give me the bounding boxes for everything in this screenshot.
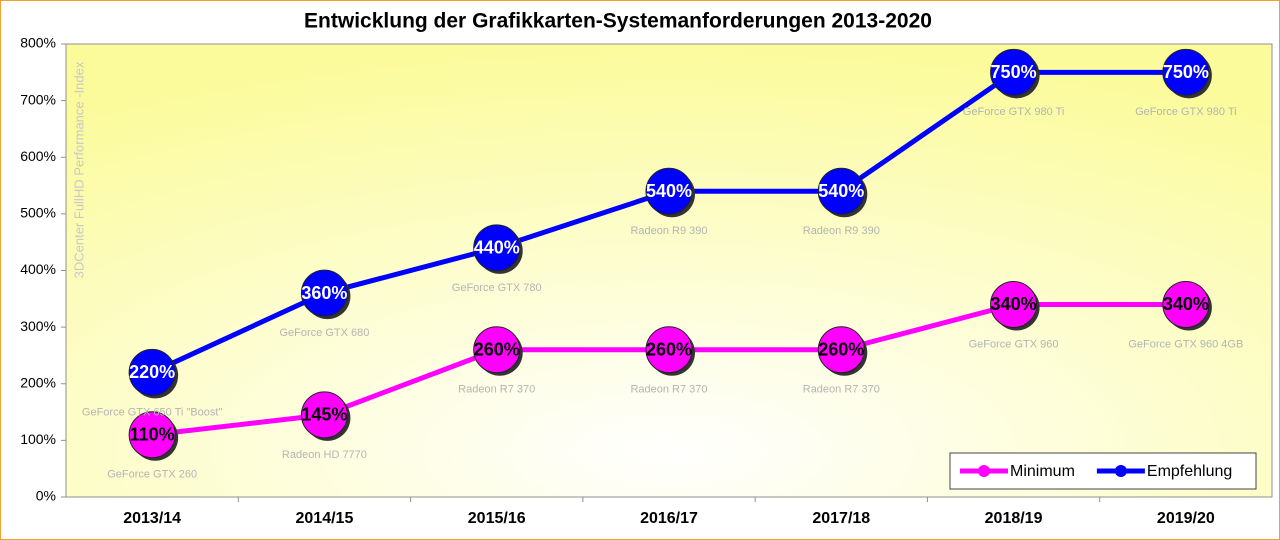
plot-area	[65, 43, 1273, 498]
y-tick-label: 400%	[20, 261, 56, 277]
point-note: Radeon R9 390	[803, 225, 880, 237]
legend-label: Empfehlung	[1147, 463, 1232, 480]
point-note: Radeon R9 390	[630, 225, 707, 237]
y-tick-label: 0%	[36, 488, 56, 504]
data-label: 260%	[818, 340, 864, 360]
marker	[300, 391, 348, 439]
point-note: Radeon R7 370	[458, 384, 535, 396]
y-tick-label: 600%	[20, 148, 56, 164]
point-note: GeForce GTX 780	[452, 282, 542, 294]
y-tick-label: 700%	[20, 91, 56, 107]
point-note: GeForce GTX 960 4GB	[1128, 338, 1243, 350]
data-label: 340%	[1163, 294, 1209, 314]
legend-marker	[978, 465, 990, 477]
marker	[817, 167, 865, 215]
legend-marker	[1114, 465, 1127, 477]
point-note: Radeon R7 370	[803, 384, 880, 396]
chart-title: Entwicklung der Grafikkarten-Systemanfor…	[304, 10, 932, 33]
point-note: GeForce GTX 260	[107, 469, 197, 481]
marker	[645, 326, 693, 374]
legend-label: Minimum	[1010, 463, 1075, 480]
y-tick-label: 100%	[20, 431, 56, 447]
x-tick-label: 2017/18	[812, 510, 870, 527]
marker	[473, 326, 521, 374]
x-tick-label: 2014/15	[296, 510, 354, 527]
point-note: Radeon HD 7770	[282, 449, 367, 461]
x-tick-label: 2016/17	[640, 510, 698, 527]
marker	[990, 48, 1038, 96]
marker	[645, 167, 693, 215]
y-axis-label: 3DCenter FullHD Performance -Index	[71, 61, 86, 278]
marker	[1162, 48, 1210, 96]
point-note: GeForce GTX 980 Ti	[1135, 106, 1236, 118]
marker	[990, 280, 1038, 328]
data-label: 750%	[1163, 62, 1209, 82]
data-label: 260%	[646, 340, 692, 360]
y-tick-label: 200%	[20, 374, 56, 390]
point-note: GeForce GTX 960	[969, 338, 1059, 350]
data-label: 340%	[991, 294, 1037, 314]
x-tick-label: 2018/19	[985, 510, 1043, 527]
data-label: 440%	[474, 238, 520, 258]
marker	[817, 326, 865, 374]
marker	[473, 224, 521, 272]
data-label: 540%	[818, 181, 864, 201]
y-tick-label: 500%	[20, 205, 56, 221]
data-label: 220%	[129, 362, 175, 382]
y-tick-label: 800%	[20, 35, 56, 51]
x-tick-label: 2019/20	[1157, 510, 1215, 527]
x-tick-label: 2015/16	[468, 510, 526, 527]
data-label: 110%	[130, 424, 175, 444]
point-note: Radeon R7 370	[630, 384, 707, 396]
point-note: GeForce GTX 980 Ti	[963, 106, 1064, 118]
marker	[128, 411, 176, 459]
marker	[1162, 280, 1210, 328]
point-note: GeForce GTX 680	[279, 327, 369, 339]
data-label: 750%	[991, 62, 1037, 82]
data-label: 260%	[474, 340, 520, 360]
point-note: GeForce GTX 650 Ti "Boost"	[82, 406, 223, 418]
data-label: 540%	[646, 181, 692, 201]
x-tick-label: 2013/14	[123, 510, 181, 527]
marker	[128, 348, 176, 396]
data-label: 360%	[301, 283, 347, 303]
data-label: 145%	[301, 405, 347, 425]
marker	[300, 269, 348, 317]
y-tick-label: 300%	[20, 318, 56, 334]
